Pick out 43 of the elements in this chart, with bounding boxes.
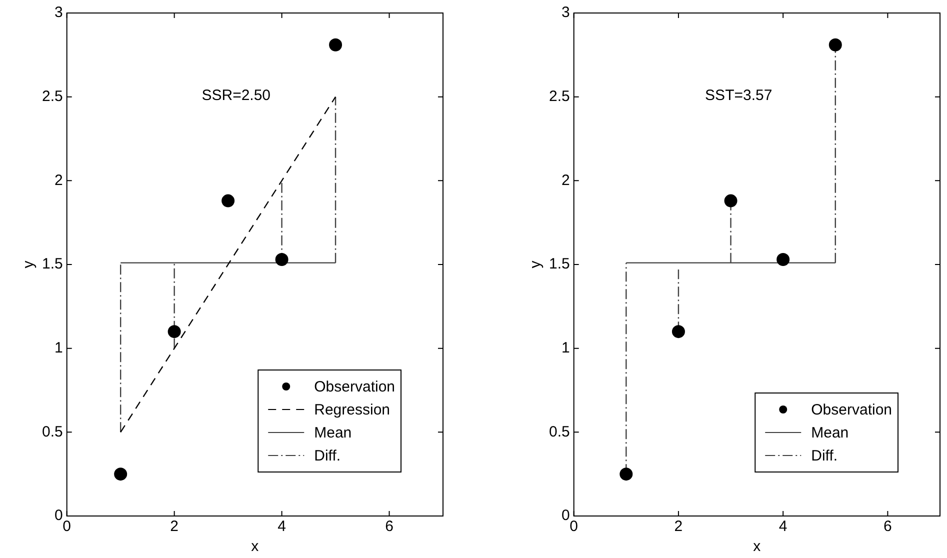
y-tick-label: 1.5 <box>548 256 570 273</box>
y-tick-label: 3 <box>54 4 63 22</box>
x-axis-title: x <box>251 538 260 556</box>
y-axis-title: y <box>527 260 544 268</box>
y-tick-label: 0 <box>562 507 570 524</box>
legend-label: Mean <box>811 424 849 442</box>
point <box>672 325 685 338</box>
x-tick-label: 4 <box>278 518 286 536</box>
point <box>329 38 342 52</box>
legend-label: Diff. <box>314 448 341 465</box>
y-tick-label: 1 <box>54 339 63 356</box>
y-axis-title: y <box>20 260 38 268</box>
y-tick-label: 1 <box>562 339 570 356</box>
legend-label: Observation <box>811 402 892 419</box>
x-axis-title: x <box>753 538 762 556</box>
annotation: SSR=2.50 <box>202 87 271 104</box>
point <box>168 325 181 338</box>
point <box>828 38 842 52</box>
x-tick-label: 2 <box>674 518 683 536</box>
point <box>776 252 790 266</box>
x-tick-label: 6 <box>385 518 394 536</box>
y-tick-label: 0.5 <box>42 423 63 440</box>
y-tick-label: 2 <box>54 172 63 189</box>
legend-label: Observation <box>314 378 395 396</box>
legend-label: Mean <box>314 424 352 442</box>
point <box>114 468 128 481</box>
y-tick-label: 0 <box>54 507 63 524</box>
point <box>724 194 738 208</box>
y-tick-label: 2 <box>562 172 570 189</box>
y-tick-label: 2.5 <box>548 88 570 105</box>
y-tick-label: 1.5 <box>42 256 63 273</box>
point <box>222 194 235 208</box>
annotation: SST=3.57 <box>705 87 772 104</box>
legend-label: Regression <box>314 402 390 419</box>
y-tick-label: 0.5 <box>548 423 570 440</box>
legend-label: Diff. <box>811 448 838 465</box>
point <box>275 252 288 266</box>
x-tick-label: 6 <box>884 518 892 536</box>
y-tick-label: 3 <box>562 4 570 22</box>
x-tick-label: 2 <box>170 518 178 536</box>
point <box>620 468 633 481</box>
y-tick-label: 2.5 <box>42 88 63 105</box>
x-tick-label: 4 <box>778 518 788 536</box>
